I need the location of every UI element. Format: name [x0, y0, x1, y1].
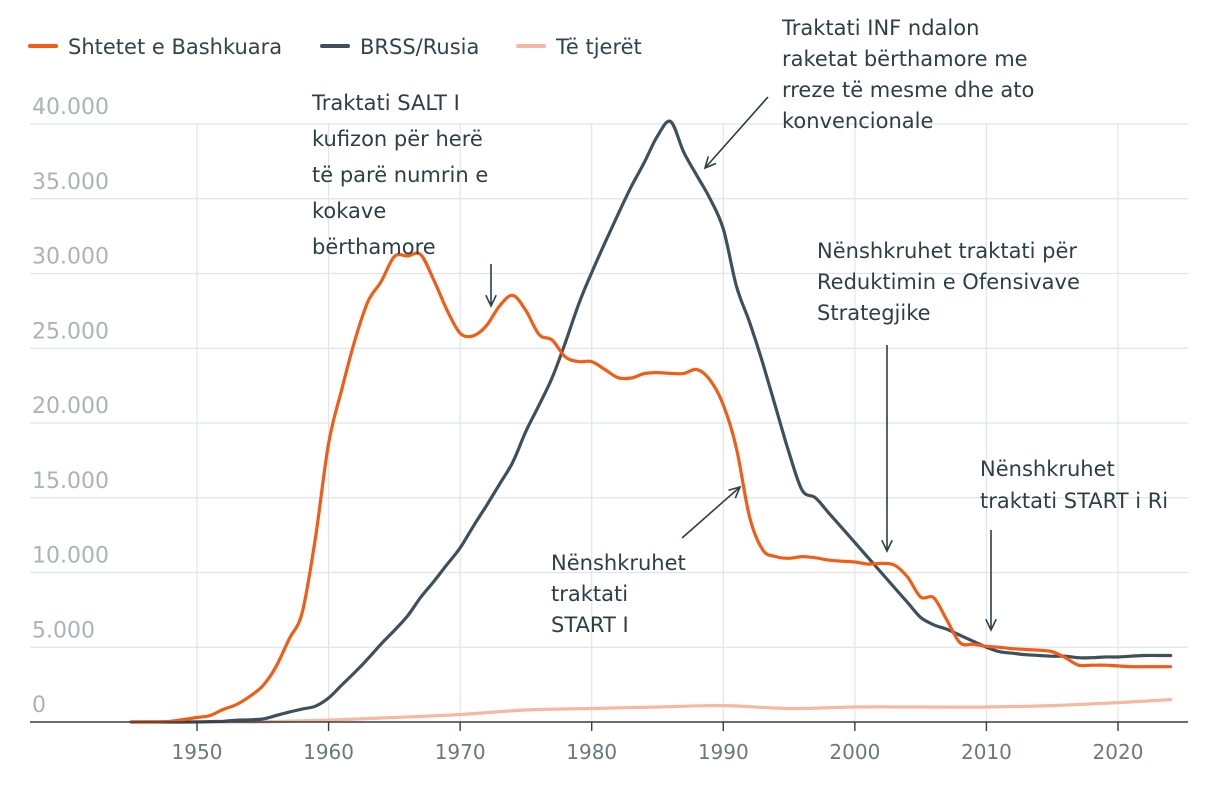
x-tick-label: 2000 [829, 740, 880, 764]
legend-item-ussr-russia: BRSS/Rusia [320, 35, 479, 59]
grid-lines [30, 123, 1188, 722]
annotation-text-line: kufizon për herë [312, 127, 483, 151]
y-axis-tick-labels: 0 5.000 10.000 15.000 20.000 25.000 30.000 35.0… [32, 95, 109, 718]
x-tick-label: 1990 [698, 740, 749, 764]
annotation-text-line: Nënshkruhet traktati për [817, 239, 1077, 263]
x-tick-label: 1970 [435, 740, 486, 764]
annotation-text-line: konvencionale [782, 109, 933, 133]
annotation-text-line: rreze të mesme dhe ato [782, 78, 1034, 102]
y-tick-label: 15.000 [32, 469, 109, 494]
arrow-salt-i [485, 264, 497, 308]
annotation-inf-treaty: Traktati INF ndalon raketat bërthamore me… [781, 16, 1034, 133]
legend-label: Të tjerët [555, 35, 642, 59]
annotation-text-line: traktati START i Ri [980, 489, 1168, 513]
annotations: Traktati SALT I kufizon për herë të parë n… [311, 16, 1168, 637]
annotation-text-line: START I [551, 613, 629, 637]
annotation-text-line: Nënshkruhet [980, 457, 1115, 481]
legend-item-others: Të tjerët [516, 35, 642, 59]
annotation-strategic-reduction-treaty: Nënshkruhet traktati për Reduktimin e Ofe… [817, 239, 1080, 325]
series-line-others [129, 698, 1173, 724]
annotation-text-line: bërthamore [312, 235, 436, 259]
annotation-text-line: Traktati INF ndalon [781, 16, 979, 40]
y-tick-label: 25.000 [32, 319, 109, 344]
annotation-text-line: Traktati SALT I [311, 91, 460, 115]
y-tick-label: 20.000 [32, 394, 109, 419]
y-tick-label: 10.000 [32, 544, 109, 569]
arrow-inf-treaty [703, 96, 769, 170]
y-tick-label: 0 [32, 693, 46, 718]
x-axis: 1950 1960 1970 1980 1990 2000 2010 2020 [30, 721, 1188, 764]
annotation-start-i: Nënshkruhet traktati START I [551, 551, 686, 637]
series-line-usa [129, 251, 1173, 724]
series-line-ussr-russia [129, 119, 1173, 724]
annotation-text-line: Strategjike [817, 301, 931, 325]
legend: Shtetet e Bashkuara BRSS/Rusia Të tjerët [28, 35, 642, 59]
annotation-text-line: raketat bërthamore me [782, 47, 1028, 71]
y-tick-label: 40.000 [32, 95, 109, 120]
x-tick-label: 1960 [303, 740, 354, 764]
annotation-new-start: Nënshkruhet traktati START i Ri [980, 457, 1168, 513]
annotation-text-line: Nënshkruhet [551, 551, 686, 575]
x-tick-label: 1950 [172, 740, 223, 764]
arrow-strategic-reduction-treaty [881, 345, 893, 553]
x-tick-label: 1980 [566, 740, 617, 764]
arrow-new-start [985, 530, 997, 632]
arrow-start-i [681, 485, 742, 539]
y-tick-label: 5.000 [32, 618, 95, 643]
annotation-text-line: traktati [551, 582, 628, 606]
x-tick-label: 2020 [1093, 740, 1144, 764]
y-tick-label: 30.000 [32, 245, 109, 270]
legend-label: BRSS/Rusia [360, 35, 479, 59]
annotation-text-line: të parë numrin e [312, 163, 488, 187]
y-tick-label: 35.000 [32, 170, 109, 195]
annotation-salt-i: Traktati SALT I kufizon për herë të parë n… [311, 91, 488, 259]
legend-item-usa: Shtetet e Bashkuara [28, 35, 282, 59]
legend-label: Shtetet e Bashkuara [68, 35, 282, 59]
x-tick-label: 2010 [961, 740, 1012, 764]
series-lines [129, 119, 1173, 724]
annotation-text-line: kokave [312, 199, 386, 223]
annotation-text-line: Reduktimin e Ofensivave [817, 270, 1080, 294]
